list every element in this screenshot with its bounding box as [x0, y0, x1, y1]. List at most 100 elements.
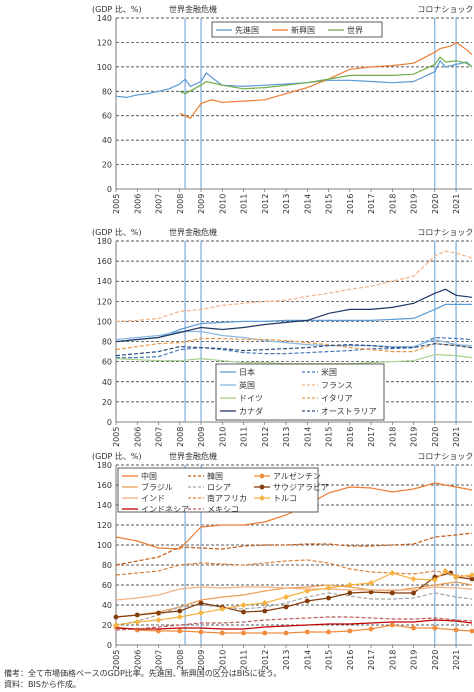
series-point — [304, 588, 311, 594]
x-tick-label: 2019 — [410, 194, 419, 214]
y-tick-label: 40 — [102, 601, 112, 610]
y-tick-label: 160 — [97, 257, 112, 266]
series-point — [219, 630, 225, 636]
y-tick-label: 0 — [107, 418, 112, 427]
series-point — [432, 625, 438, 631]
event-label: 世界金融危機 — [169, 227, 217, 237]
y-tick-label: 120 — [97, 38, 112, 47]
x-tick-label: 2016 — [346, 427, 355, 447]
legend-label: 南アフリカ — [207, 493, 247, 503]
series-point — [411, 625, 416, 631]
event-label: コロナショック — [417, 452, 473, 461]
y-tick-label: 100 — [97, 317, 112, 326]
x-tick-label: 2009 — [197, 650, 206, 670]
y-tick-label: 20 — [102, 621, 112, 630]
series-point — [368, 580, 375, 586]
x-tick-label: 2016 — [346, 194, 355, 214]
series-point — [410, 576, 417, 582]
series-point — [326, 595, 331, 601]
x-tick-label: 2012 — [261, 194, 270, 214]
x-tick-label: 2011 — [240, 194, 249, 214]
series-point — [261, 600, 268, 606]
x-tick-label: 2012 — [261, 427, 270, 447]
x-tick-label: 2007 — [155, 427, 164, 447]
legend-label: サウジアラビア — [273, 483, 329, 492]
series-line — [115, 619, 473, 630]
x-tick-label: 2020 — [431, 650, 440, 670]
x-tick-label: 2010 — [218, 194, 227, 214]
series-line — [115, 250, 473, 322]
y-tick-label: 140 — [97, 277, 112, 286]
x-tick-label: 2007 — [155, 194, 164, 214]
series-line — [115, 592, 473, 626]
series-point — [155, 617, 162, 623]
legend-label: オーストラリア — [321, 407, 377, 416]
series-point — [326, 629, 331, 635]
y-tick-label: 80 — [102, 87, 112, 96]
series-point — [241, 630, 246, 636]
series-point — [198, 600, 204, 606]
series-point — [283, 630, 289, 636]
series-point — [240, 602, 247, 608]
x-tick-label: 2017 — [367, 194, 376, 214]
legend-label: 先進国 — [235, 25, 259, 35]
legend-label: ドイツ — [239, 394, 263, 403]
y-tick-label: 20 — [102, 161, 112, 170]
x-tick-label: 2019 — [410, 427, 419, 447]
y-tick-label: 160 — [97, 481, 112, 490]
series-point — [347, 590, 353, 596]
y-axis-label: (GDP 比、%) — [92, 451, 142, 461]
y-tick-label: 80 — [102, 561, 112, 570]
series-line — [115, 288, 473, 343]
series-point — [347, 628, 353, 634]
x-tick-label: 2007 — [155, 650, 164, 670]
legend-label: 韓国 — [207, 471, 223, 481]
event-label: コロナショック — [417, 228, 473, 237]
series-point — [389, 570, 396, 576]
legend-label: メキシコ — [207, 505, 239, 514]
legend-label: 世界 — [347, 25, 363, 35]
series-point — [198, 629, 204, 635]
series-point — [134, 612, 140, 618]
series-point — [469, 572, 474, 578]
y-tick-label: 140 — [97, 14, 112, 23]
x-tick-label: 2018 — [388, 650, 397, 670]
series-point — [431, 577, 438, 583]
legend-swatch-marker — [259, 495, 265, 501]
series-point — [219, 606, 226, 612]
series-point — [453, 574, 460, 580]
x-tick-label: 2011 — [240, 650, 249, 670]
y-tick-label: 0 — [107, 641, 112, 650]
series-point — [177, 628, 183, 634]
legend-label: 中国 — [141, 471, 157, 481]
chart-panel-2: (GDP 比、%) 0 20 40 60 80 100 120 140 160 180 2005 200… — [92, 227, 473, 447]
legend-label: トルコ — [273, 494, 297, 503]
x-tick-label: 2018 — [388, 427, 397, 447]
series-line — [115, 532, 473, 566]
y-tick-label: 180 — [97, 461, 112, 470]
legend-box — [117, 467, 319, 513]
x-tick-label: 2014 — [303, 427, 312, 447]
legend-swatch-marker — [259, 473, 265, 479]
x-tick-label: 2013 — [282, 650, 291, 670]
series-point — [442, 568, 449, 574]
x-tick-label: 2020 — [431, 427, 440, 447]
series-line — [179, 41, 473, 119]
x-tick-label: 2010 — [218, 427, 227, 447]
series-point — [411, 590, 416, 596]
x-tick-label: 2014 — [303, 650, 312, 670]
footnotes: 備考：全て市場価格ベースのGDP比率。先進国、新興国の区分はBISに従う。 資料… — [4, 668, 281, 690]
series-line — [116, 336, 473, 359]
series-point — [389, 590, 395, 596]
series-line — [179, 56, 473, 95]
x-tick-label: 2018 — [388, 194, 397, 214]
x-tick-label: 2011 — [240, 427, 249, 447]
series-line — [115, 586, 473, 601]
series-point — [113, 622, 119, 628]
x-tick-label: 2015 — [325, 194, 334, 214]
series-line — [115, 559, 473, 578]
x-tick-label: 2021 — [452, 194, 461, 214]
series-line — [115, 59, 473, 99]
